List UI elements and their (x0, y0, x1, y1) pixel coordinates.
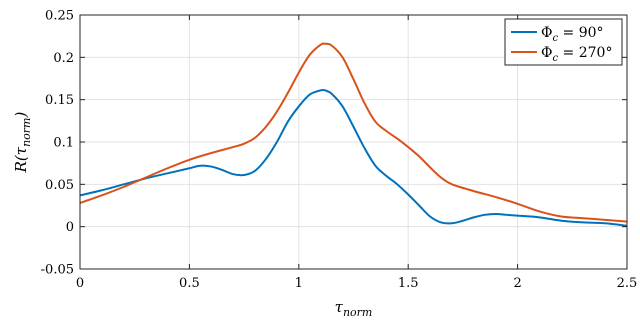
x-axis-label: τnorm (335, 298, 373, 319)
legend: Φc = 90°Φc = 270° (504, 18, 623, 66)
legend-symbol: Φ (541, 25, 552, 41)
legend-symbol: Φ (541, 45, 552, 61)
legend-value: = 270° (558, 45, 612, 61)
y-tick-label-3: 0.1 (53, 136, 74, 151)
x-axis-label-main: τ (335, 298, 344, 316)
x-tick-label-5: 2.5 (617, 276, 638, 291)
x-tick-label-1: 0.5 (179, 276, 200, 291)
y-axis-label-main: R(τ (12, 146, 30, 173)
series-line-1 (79, 42, 628, 223)
x-tick-label-2: 1 (295, 276, 303, 291)
legend-box (504, 18, 623, 66)
y-tick-label-5: 0.2 (53, 51, 74, 66)
x-axis-label-sub: norm (343, 306, 372, 319)
y-axis-label: R(τnorm) (12, 112, 33, 174)
x-tick-label-3: 1.5 (398, 276, 419, 291)
series-line-0 (79, 88, 628, 227)
legend-value: = 90° (558, 25, 603, 41)
y-tick-label-2: 0.05 (45, 178, 74, 193)
legend-subscript: c (552, 53, 558, 64)
x-tick-label-4: 2 (513, 276, 521, 291)
y-tick-label-0: -0.05 (41, 263, 74, 278)
y-tick-label-6: 0.25 (45, 9, 74, 24)
y-axis-label-close: ) (12, 112, 30, 119)
y-tick-label-1: 0 (66, 220, 74, 235)
y-axis-label-sub: norm (20, 118, 33, 147)
series-group (79, 42, 628, 227)
y-tick-label-4: 0.15 (45, 93, 74, 108)
legend-subscript: c (552, 33, 558, 44)
x-tick-label-0: 0 (76, 276, 84, 291)
legend-entry-1: Φc = 270° (541, 45, 612, 64)
legend-entry-0: Φc = 90° (541, 25, 604, 44)
